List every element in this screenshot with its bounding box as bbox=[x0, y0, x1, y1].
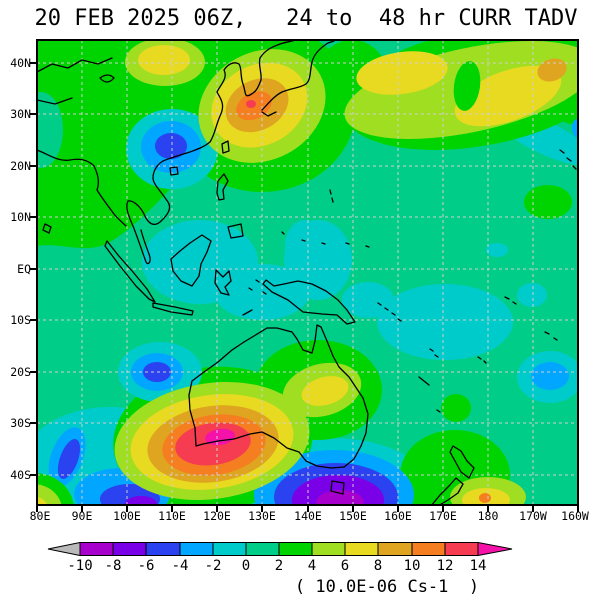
lat-label: 10S bbox=[10, 313, 31, 327]
lon-label: 80E bbox=[30, 509, 51, 523]
lon-label: 160E bbox=[384, 509, 412, 523]
colorbar-tick: -10 bbox=[67, 558, 92, 574]
colorbar-segment bbox=[411, 542, 446, 556]
lat-label: 10N bbox=[10, 210, 31, 224]
lat-axis: 40N 30N 20N 10N EQ 10S 20S 30S 40S bbox=[10, 56, 31, 482]
colorbar-segment bbox=[212, 542, 247, 556]
colorbar-tick: -6 bbox=[138, 558, 155, 574]
colorbar-tick: 8 bbox=[374, 558, 382, 574]
lat-label: 30S bbox=[10, 416, 31, 430]
colorbar-segment bbox=[311, 542, 346, 556]
colorbar-tick: -8 bbox=[105, 558, 122, 574]
colorbar-tick: -2 bbox=[205, 558, 222, 574]
lon-label: 90E bbox=[72, 509, 93, 523]
contour-fill-layer bbox=[37, 40, 578, 505]
lon-label: 170W bbox=[519, 509, 547, 523]
colorbar-segment bbox=[245, 542, 280, 556]
colorbar: -10 -8 -6 -4 -2 0 2 4 6 8 10 12 14 ( 10.… bbox=[47, 541, 513, 597]
colorbar-segment bbox=[278, 542, 313, 556]
colorbar-left-arrow bbox=[47, 541, 81, 557]
lat-label: 20S bbox=[10, 365, 31, 379]
lon-axis: 80E 90E 100E 110E 120E 130E 140E 150E 16… bbox=[30, 509, 589, 523]
lat-label: 30N bbox=[10, 107, 31, 121]
colorbar-tick: -4 bbox=[172, 558, 189, 574]
colorbar-tick: 0 bbox=[242, 558, 250, 574]
lon-label: 180 bbox=[478, 509, 499, 523]
colorbar-segment bbox=[112, 542, 147, 556]
colorbar-units-label: ( 10.0E-06 Cs-1 ) bbox=[295, 577, 479, 597]
colorbar-tick: 6 bbox=[341, 558, 349, 574]
lon-label: 100E bbox=[113, 509, 141, 523]
graticule bbox=[37, 40, 578, 505]
lon-label: 110E bbox=[158, 509, 186, 523]
colorbar-tick: 10 bbox=[404, 558, 421, 574]
axis-ticks bbox=[30, 62, 579, 512]
lat-label: EQ bbox=[17, 262, 31, 276]
colorbar-tick: 4 bbox=[308, 558, 316, 574]
lon-label: 160W bbox=[561, 509, 589, 523]
colorbar-segment bbox=[79, 542, 114, 556]
lon-label: 120E bbox=[203, 509, 231, 523]
lon-label: 150E bbox=[339, 509, 367, 523]
lat-label: 20N bbox=[10, 159, 31, 173]
colorbar-segment bbox=[444, 542, 479, 556]
colorbar-segment bbox=[344, 542, 379, 556]
chart-title: 20 FEB 2025 06Z, 24 to 48 hr CURR TADV bbox=[34, 6, 577, 31]
colorbar-tick: 14 bbox=[470, 558, 487, 574]
lon-label: 130E bbox=[248, 509, 276, 523]
colorbar-segment bbox=[377, 542, 413, 556]
lon-label: 170E bbox=[429, 509, 457, 523]
colorbar-segment bbox=[145, 542, 181, 556]
colorbar-tick: 2 bbox=[275, 558, 283, 574]
colorbar-segment bbox=[179, 542, 214, 556]
lat-label: 40N bbox=[10, 56, 31, 70]
colorbar-right-arrow bbox=[477, 541, 513, 557]
coastlines bbox=[37, 40, 577, 505]
lat-label: 40S bbox=[10, 468, 31, 482]
lon-label: 140E bbox=[294, 509, 322, 523]
colorbar-tick: 12 bbox=[437, 558, 454, 574]
